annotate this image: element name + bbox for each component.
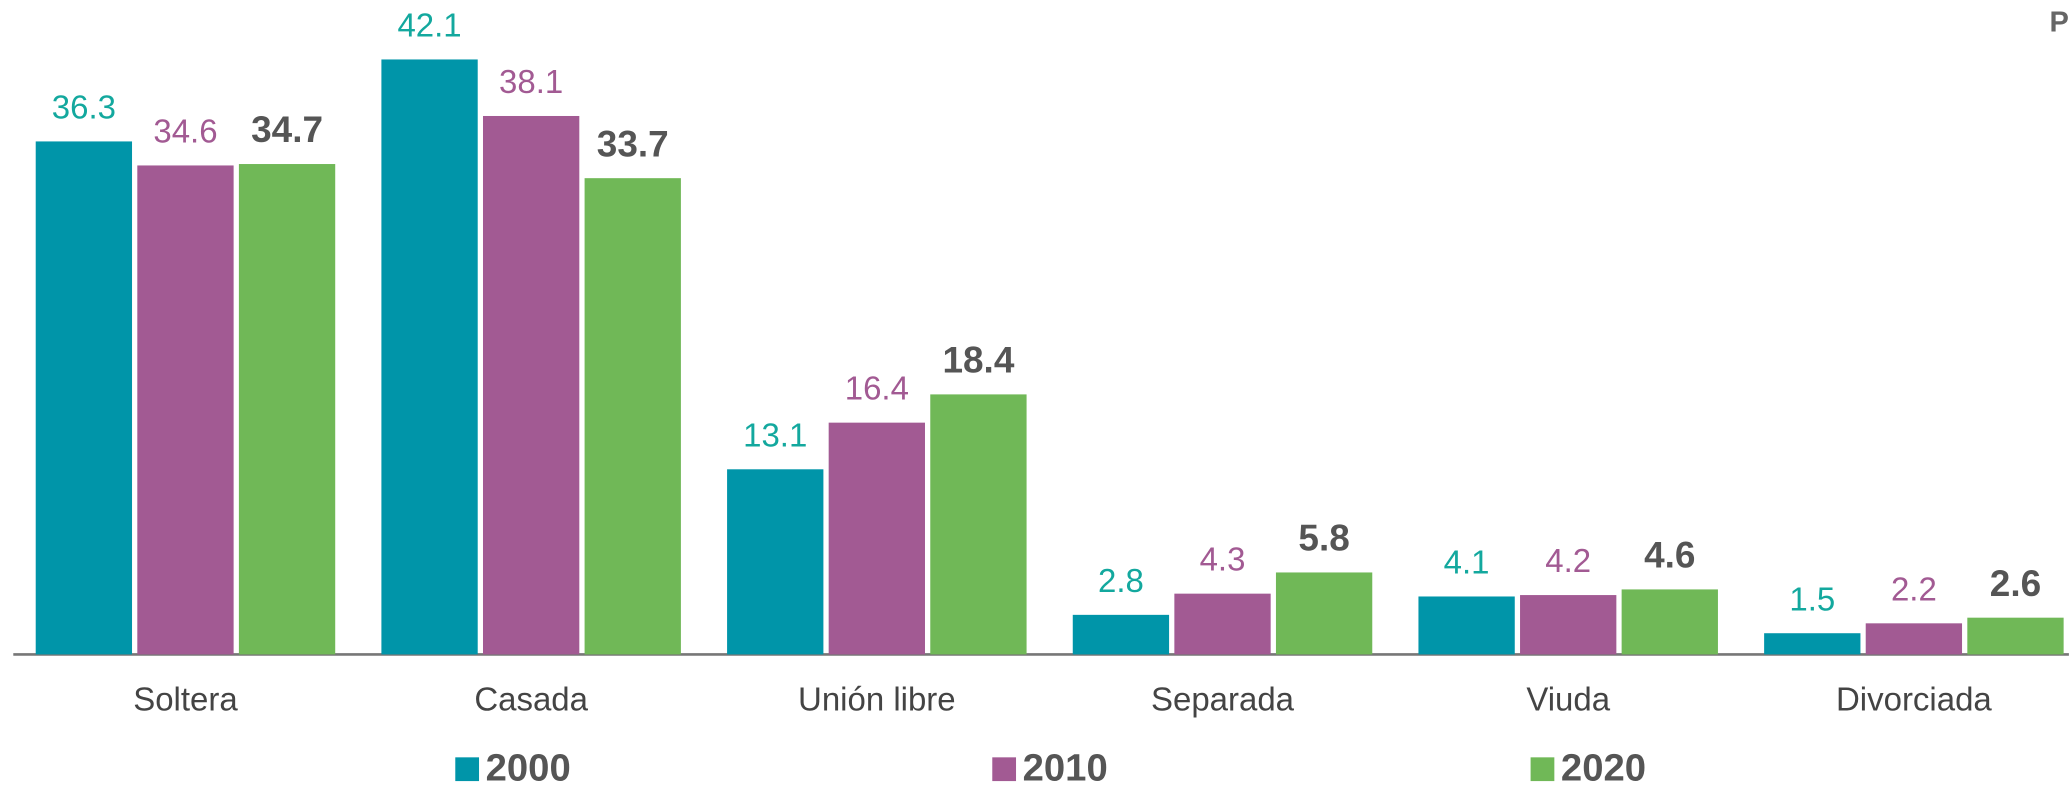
bar [930,394,1027,655]
data-label: 34.6 [153,112,217,149]
data-label: 16.4 [845,370,909,407]
data-label: 2.2 [1891,570,1937,607]
bar [381,59,478,655]
legend-label: 2020 [1561,747,1646,789]
data-label: 33.7 [597,123,669,164]
bar [137,165,234,655]
data-label: 1.5 [1789,580,1835,617]
bar [828,422,925,655]
bar [35,141,133,655]
bar [584,178,681,655]
bar [1275,572,1373,655]
data-label: 38.1 [499,63,563,100]
x-tick-label: Separada [1151,681,1295,718]
data-label: 4.6 [1644,535,1695,576]
bar [1072,614,1170,655]
legend-label: 2000 [486,747,571,789]
bar [1967,617,2064,655]
bar [1520,595,1617,655]
data-label: 4.3 [1200,541,1246,578]
data-label: 2.6 [1990,563,2041,604]
bar [1621,589,1718,655]
bar [1764,633,1861,655]
x-tick-label: Soltera [133,681,238,718]
x-tick-label: Viuda [1526,681,1610,718]
data-label: 4.2 [1545,542,1591,579]
bar [1418,596,1515,655]
bar [1174,593,1271,655]
legend-swatch [992,757,1017,782]
data-label: 5.8 [1298,518,1349,559]
data-label: 34.7 [251,109,323,150]
bar [727,469,824,655]
data-label: 13.1 [743,416,807,453]
data-label: 18.4 [942,339,1014,380]
legend-swatch [455,757,480,782]
x-tick-label: Divorciada [1836,681,1992,718]
data-label: 2.8 [1098,562,1144,599]
legend-label: 2010 [1023,747,1108,789]
chart-title: P [2050,6,2069,38]
bar [482,115,580,655]
data-label: 4.1 [1444,544,1490,581]
data-label: 42.1 [397,7,461,44]
data-label: 36.3 [52,88,116,125]
bar [1865,623,1963,655]
bar [238,164,336,655]
legend-swatch [1530,757,1555,782]
x-tick-label: Casada [474,681,588,718]
x-tick-label: Unión libre [798,681,956,718]
